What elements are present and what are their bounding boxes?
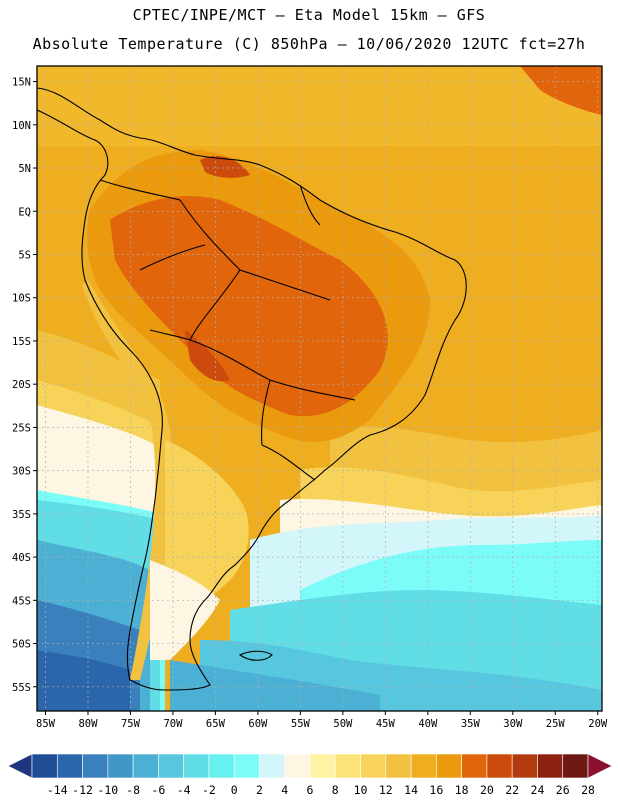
lat-label: 5N <box>18 163 31 175</box>
lat-label: 30S <box>12 466 31 478</box>
lat-label: 15S <box>12 336 31 348</box>
colorbar-label: -6 <box>151 783 165 797</box>
lon-label: 20W <box>588 718 608 730</box>
lon-label: 55W <box>291 718 311 730</box>
colorbar-swatch <box>537 753 564 779</box>
colorbar-swatch <box>208 753 235 779</box>
lat-label: 50S <box>12 639 31 651</box>
colorbar-swatch <box>436 753 462 779</box>
colorbar-swatch <box>334 753 361 779</box>
colorbar-label: -2 <box>202 783 216 797</box>
lat-label: 10S <box>12 293 31 305</box>
colorbar-low-triangle <box>7 753 33 779</box>
field-band-14-patagonia <box>165 440 249 620</box>
lat-label: 15N <box>12 77 31 89</box>
colorbar-swatch <box>309 753 336 779</box>
lon-label: 30W <box>503 718 523 730</box>
lat-label: 55S <box>12 682 31 694</box>
lat-label: 25S <box>12 422 31 434</box>
colorbar-swatch <box>158 753 184 779</box>
temperature-field <box>37 66 602 711</box>
colorbar-label: 0 <box>231 783 238 797</box>
title-line-2: Absolute Temperature (C) 850hPa – 10/06/… <box>32 35 586 53</box>
colorbar-swatch <box>31 753 58 779</box>
colorbar-label: -10 <box>97 783 118 797</box>
colorbar: -14 -12 -10 -8 -6 -4 -2 0 2 4 6 8 10 12 14 16 18 20 22 24 26… <box>7 753 613 797</box>
colorbar-swatch <box>107 753 134 779</box>
colorbar-label: 18 <box>455 783 469 797</box>
lat-label: 35S <box>12 509 31 521</box>
lat-label: 10N <box>12 120 31 132</box>
longitude-labels: 85W 80W 75W 70W 65W 60W 55W 50W 45W 40W 35W 30W 25W 2… <box>36 711 608 730</box>
lon-label: 25W <box>546 718 566 730</box>
lon-label: 85W <box>36 718 56 730</box>
lon-label: 70W <box>163 718 183 730</box>
colorbar-label: 4 <box>281 783 288 797</box>
colorbar-swatch <box>385 753 412 779</box>
field-band-22-north <box>520 66 602 115</box>
colorbar-label: 12 <box>379 783 393 797</box>
lon-label: 40W <box>418 718 438 730</box>
field-band-16-andes <box>82 280 173 680</box>
colorbar-swatch <box>259 753 286 779</box>
colorbar-high-triangle <box>587 753 613 779</box>
lat-label: EQ <box>18 206 31 218</box>
colorbar-swatch <box>511 753 538 779</box>
colorbar-label: 28 <box>581 783 595 797</box>
colorbar-swatch <box>56 753 83 779</box>
country-borders <box>99 179 356 481</box>
colorbar-label: 14 <box>404 783 418 797</box>
coastlines <box>37 87 467 691</box>
colorbar-label: 8 <box>332 783 339 797</box>
falklands-islands <box>238 650 273 661</box>
colorbar-label: 10 <box>354 783 368 797</box>
lon-label: 50W <box>333 718 353 730</box>
colorbar-swatch <box>562 753 589 779</box>
graticule <box>37 66 602 711</box>
lat-label: 45S <box>12 595 31 607</box>
lat-label: 5S <box>18 249 31 261</box>
colorbar-swatch <box>360 753 387 779</box>
colorbar-label: 26 <box>556 783 570 797</box>
colorbar-swatch <box>132 753 159 779</box>
field-band-minus4-atlantic <box>170 660 380 711</box>
lat-label: 40S <box>12 552 31 564</box>
colorbar-swatch <box>461 753 488 779</box>
colorbar-swatch <box>183 753 210 779</box>
colorbar-swatch <box>233 753 260 779</box>
lon-label: 35W <box>461 718 481 730</box>
colorbar-label: 20 <box>480 783 494 797</box>
colorbar-label: 22 <box>505 783 519 797</box>
colorbar-swatch <box>486 753 513 779</box>
lon-label: 60W <box>248 718 268 730</box>
colorbar-label: 16 <box>429 783 443 797</box>
colorbar-swatch <box>82 753 109 779</box>
colorbar-swatch <box>410 753 437 779</box>
colorbar-label: 24 <box>531 783 545 797</box>
colorbar-label: -4 <box>177 783 191 797</box>
title-line-1: CPTEC/INPE/MCT – Eta Model 15km – GFS <box>132 6 486 24</box>
lon-label: 45W <box>376 718 396 730</box>
field-band-18-north <box>37 66 602 146</box>
lon-label: 65W <box>206 718 226 730</box>
colorbar-label: -8 <box>126 783 140 797</box>
lat-label: 20S <box>12 379 31 391</box>
lon-label: 80W <box>78 718 98 730</box>
colorbar-label: -12 <box>72 783 93 797</box>
colorbar-label: -14 <box>47 783 68 797</box>
field-band-minus10-west <box>37 650 130 711</box>
colorbar-label: 2 <box>256 783 263 797</box>
map-frame <box>36 65 603 712</box>
field-band-8-patagonia <box>150 560 220 660</box>
south-america-coast <box>37 87 467 691</box>
field-band-22-land <box>110 196 388 417</box>
colorbar-swatch <box>284 753 311 779</box>
lon-label: 75W <box>121 718 141 730</box>
colorbar-label: 6 <box>307 783 314 797</box>
field-band-24-venezuela <box>200 155 250 178</box>
latitude-labels: 15N 10N 5N EQ 5S 10S 15S 20S 25S 30S 35S 40S 45S 50S 5… <box>12 77 37 694</box>
